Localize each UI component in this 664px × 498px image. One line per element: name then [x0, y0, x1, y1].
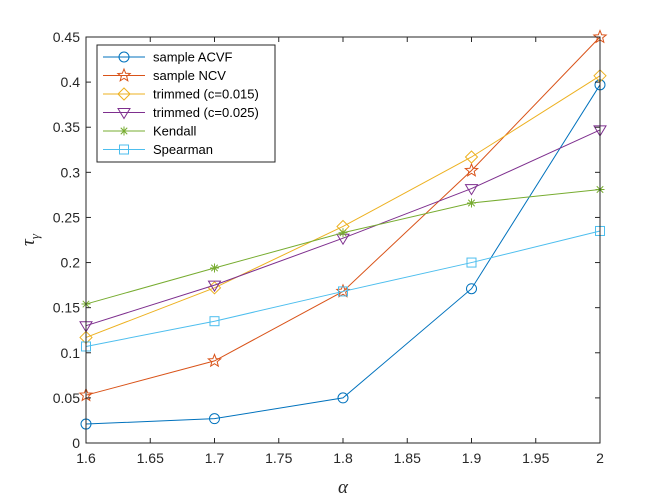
series-line	[85, 129, 601, 327]
series-line	[85, 230, 601, 347]
legend-marker	[116, 67, 132, 82]
series-trimmed-c-0-025-	[79, 125, 607, 333]
data-point	[464, 150, 479, 164]
data-point	[466, 257, 477, 268]
legend-entry: sample ACVF	[103, 50, 233, 65]
legend-label: trimmed (c=0.025)	[153, 105, 259, 120]
x-axis-title: α	[338, 477, 349, 498]
legend-label: sample NCV	[153, 68, 226, 83]
data-point	[467, 198, 476, 208]
data-point	[207, 280, 222, 293]
data-point	[207, 353, 222, 368]
x-tick-label: 1.9	[462, 450, 482, 466]
y-tick-label: 0.2	[61, 255, 81, 271]
x-tick-label: 1.75	[265, 450, 292, 466]
legend-marker	[118, 51, 130, 63]
x-tick-label: 1.65	[137, 450, 164, 466]
legend-entry: Spearman	[103, 142, 213, 157]
axes-layer: 1.6 1.65 1.7 1.75 1.8 1.85 1.9 1.95 2 0 0.05 0.1 0.1…	[53, 29, 604, 466]
y-tick-label: 0.25	[53, 209, 80, 225]
y-axis-title: τγ	[18, 233, 42, 246]
series-layer	[78, 29, 608, 430]
legend-label: Kendall	[153, 124, 196, 139]
legend-entry: trimmed (c=0.015)	[103, 87, 259, 102]
y-tick-label: 0.05	[53, 390, 80, 406]
legend-marker	[117, 87, 131, 101]
legend-box	[96, 44, 276, 163]
data-point	[338, 286, 348, 297]
series-line	[85, 75, 601, 338]
legend-marker	[119, 144, 129, 155]
y-tick-label: 0	[72, 435, 80, 451]
y-axis-title-main: τ	[18, 238, 39, 246]
legend-entry: sample NCV	[103, 67, 226, 83]
legend-label: sample ACVF	[153, 50, 233, 65]
data-point	[209, 413, 220, 425]
legend-entry: trimmed (c=0.025)	[103, 105, 259, 120]
y-axis-title-subscript: γ	[27, 233, 42, 239]
data-point	[210, 263, 219, 273]
x-tick-label: 1.6	[76, 450, 96, 466]
x-tick-label: 2	[596, 450, 604, 466]
data-point	[466, 283, 477, 295]
series-spearman	[81, 225, 605, 352]
y-tick-label: 0.15	[53, 300, 80, 316]
legend-marker	[119, 126, 129, 136]
x-tick-label: 1.8	[333, 450, 353, 466]
y-tick-label: 0.3	[61, 164, 81, 180]
legend-entry: Kendall	[103, 124, 196, 139]
x-tick-label: 1.85	[394, 450, 421, 466]
data-point	[209, 316, 220, 327]
data-point	[464, 184, 479, 196]
x-tick-label: 1.7	[205, 450, 225, 466]
y-tick-label: 0.1	[61, 345, 81, 361]
y-tick-label: 0.45	[53, 29, 80, 45]
data-point	[207, 281, 222, 295]
x-tick-label: 1.95	[522, 450, 549, 466]
legend-label: trimmed (c=0.015)	[153, 87, 259, 102]
data-point	[464, 162, 479, 177]
y-tick-label: 0.35	[53, 119, 80, 135]
legend-label: Spearman	[153, 142, 213, 157]
y-tick-label: 0.4	[61, 74, 81, 90]
legend: sample ACVF sample NCV trimmed (c=0.015) tr…	[96, 44, 276, 163]
data-point	[337, 392, 349, 404]
series-line	[85, 84, 601, 425]
legend-marker	[117, 108, 131, 120]
data-point	[338, 228, 348, 238]
